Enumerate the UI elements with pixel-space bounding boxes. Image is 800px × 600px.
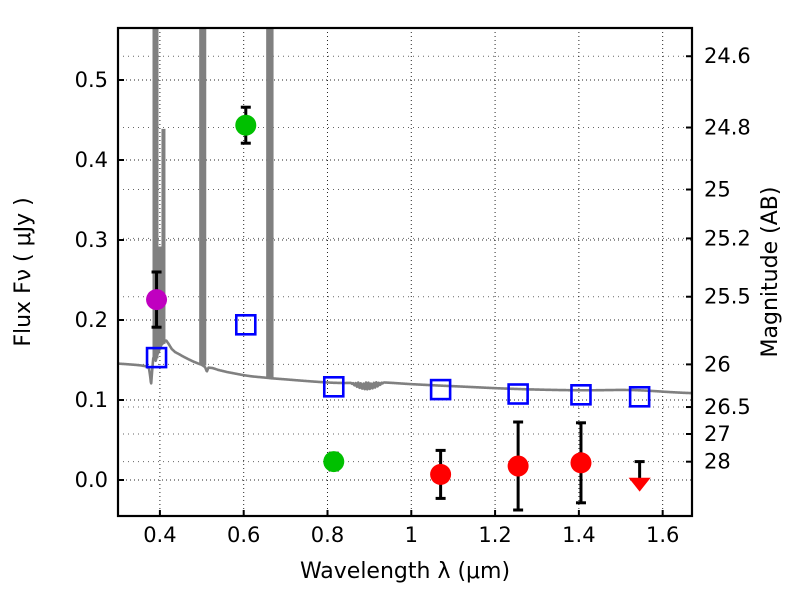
data-point-observed-photometry-green-0 — [235, 114, 257, 136]
axes-frame — [116, 26, 694, 518]
x-tick-label-5: 1.4 — [562, 523, 595, 547]
y-tick-label-3: 0.3 — [75, 228, 108, 252]
model-square-marker-4 — [507, 383, 529, 405]
data-point-observed-photometry-optical-magenta-0 — [146, 289, 168, 311]
model-square-marker-2 — [322, 375, 345, 398]
data-point-observed-photometry-nir-red-2 — [570, 452, 592, 474]
emission-line-2 — [161, 128, 166, 344]
data-point-observed-photometry-nir-red-1 — [507, 455, 529, 477]
right-tick-label-3: 25.2 — [704, 226, 751, 250]
emission-line-6 — [269, 28, 274, 379]
right-tick-label-5: 26 — [704, 352, 731, 376]
right-tick-label-0: 24.6 — [704, 44, 751, 68]
y-tick-label-5: 0.5 — [75, 68, 108, 92]
x-tick-label-0: 0.4 — [143, 523, 176, 547]
y-tick-label-4: 0.4 — [75, 148, 108, 172]
x-tick-label-6: 1.6 — [646, 523, 679, 547]
emission-line-4 — [201, 28, 207, 366]
right-tick-label-4: 25.5 — [704, 285, 751, 309]
axis-tick-labels: 0.4 0.6 0.8 1 1.2 1.4 1.6 0.0 0.1 0.2 0.3 0.4 0.5 24.… — [75, 44, 751, 547]
spectrum-continuum — [118, 339, 692, 395]
right-tick-label-8: 28 — [704, 450, 731, 474]
right-tick-label-7: 27 — [704, 422, 731, 446]
model-photometry-squares — [145, 313, 651, 408]
y-tick-label-0: 0.0 — [75, 468, 108, 492]
plot-frame — [116, 26, 694, 518]
emission-line-5 — [266, 28, 271, 379]
model-square-marker-6 — [628, 385, 651, 408]
observed-photometry-points — [146, 105, 651, 512]
axis-ticks — [118, 55, 692, 516]
x-tick-label-4: 1.2 — [478, 523, 511, 547]
data-point-observed-photometry-nir-red-0 — [430, 463, 452, 485]
right-tick-label-2: 25 — [704, 178, 731, 202]
model-square-marker-0 — [145, 346, 168, 369]
grid-lines — [118, 28, 692, 516]
y-tick-label-1: 0.1 — [75, 388, 108, 412]
model-square-marker-1 — [234, 313, 257, 336]
right-y-axis-label: Magnitude (AB) — [758, 187, 783, 358]
right-tick-label-6: 26.5 — [704, 395, 751, 419]
model-square-marker-3 — [429, 378, 452, 401]
model-square-marker-5 — [570, 383, 592, 406]
upper-limit-marker-0 — [628, 477, 651, 492]
x-tick-label-3: 1 — [405, 523, 418, 547]
y-axis-label: Flux Fν ( μJy ) — [11, 197, 36, 346]
y-tick-label-2: 0.2 — [75, 308, 108, 332]
x-axis-label: Wavelength λ (μm) — [300, 559, 510, 584]
data-point-observed-photometry-green-1 — [323, 451, 345, 473]
x-tick-label-1: 0.6 — [227, 523, 260, 547]
right-tick-label-1: 24.8 — [704, 116, 751, 140]
x-tick-label-2: 0.8 — [311, 523, 344, 547]
